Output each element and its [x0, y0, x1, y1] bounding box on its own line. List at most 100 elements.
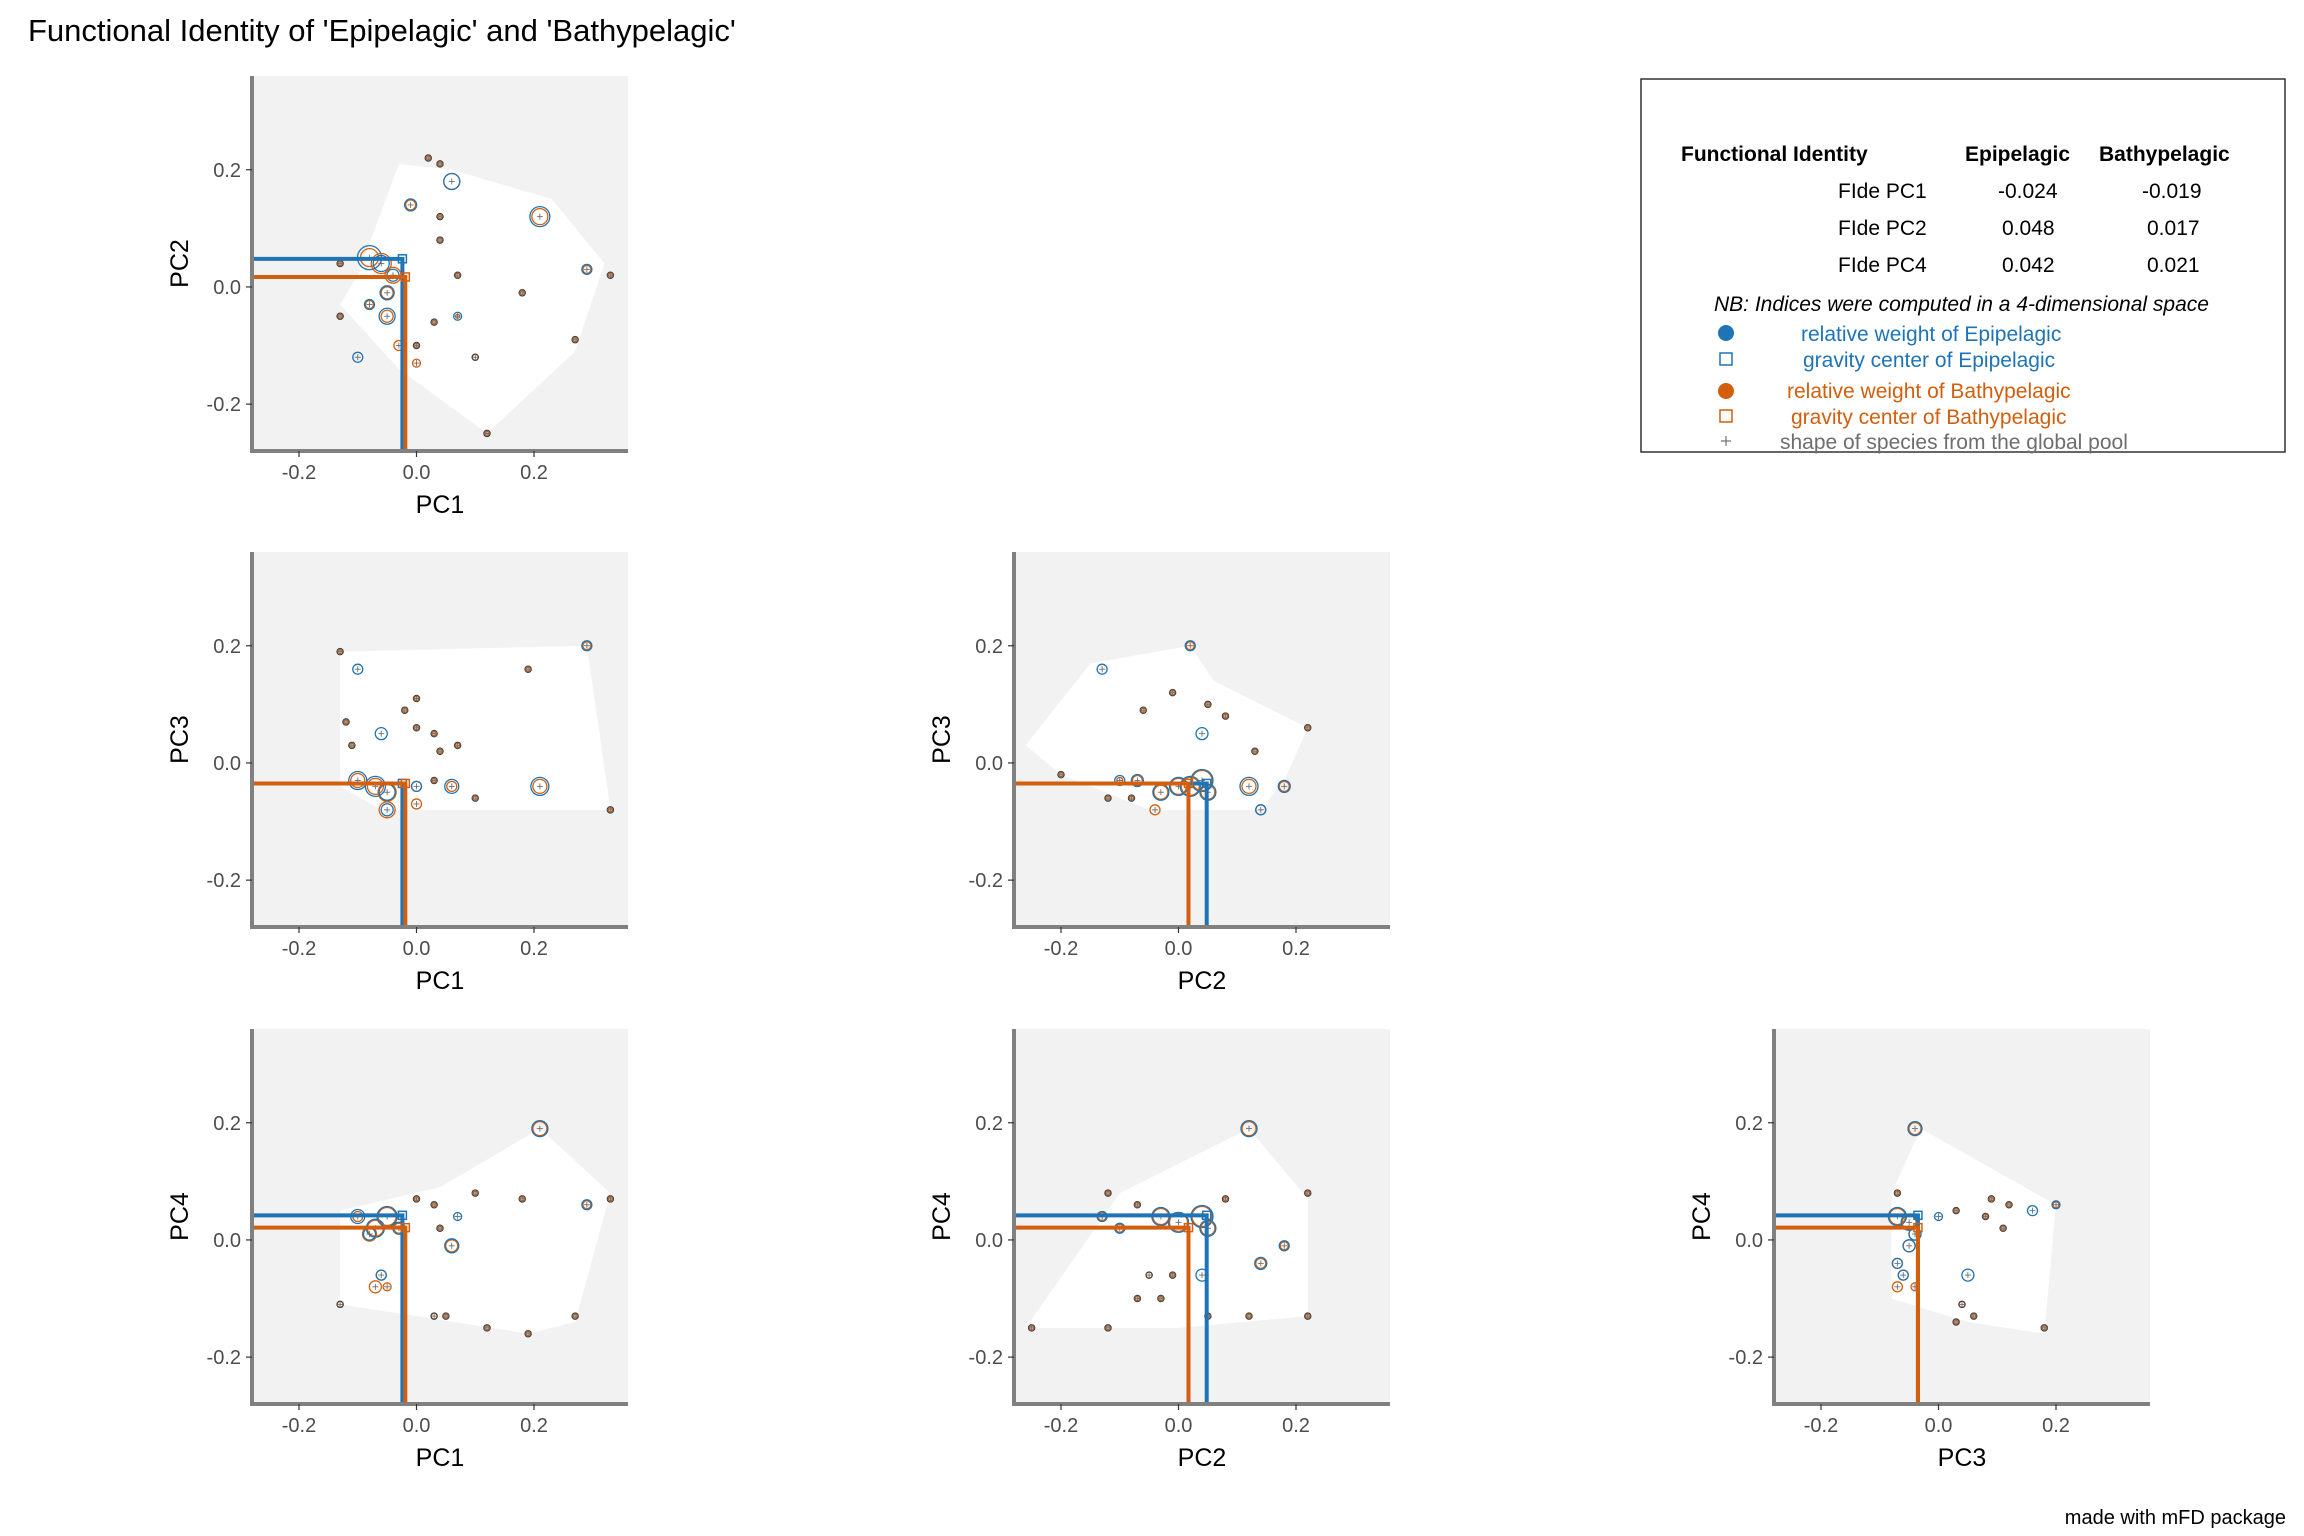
y-tick-label: 0.2 [975, 636, 1003, 658]
pool-outline [412, 724, 421, 732]
bathypelagic-weight [1908, 1121, 1922, 1136]
epipelagic-weight [1902, 1239, 1916, 1253]
species-point [2005, 1201, 2013, 1209]
epipelagic-weight [1907, 1120, 1923, 1137]
species-point [531, 1119, 549, 1138]
species-point [524, 1329, 532, 1338]
species-point [471, 353, 479, 361]
species-point [606, 806, 615, 814]
legend-header-epipelagic: Epipelagic [1965, 143, 2070, 166]
bathypelagic-weight [531, 207, 549, 226]
species-point [2051, 1200, 2061, 1210]
pool-outline [1304, 1189, 1312, 1197]
bathypelagic-weight [370, 252, 392, 275]
species-point [1304, 724, 1312, 732]
x-axis-label: PC2 [1178, 967, 1227, 995]
species-point [378, 307, 396, 325]
species-point [412, 724, 421, 732]
species-point [336, 312, 344, 320]
pool-outline [1104, 794, 1112, 802]
pool-outline [1221, 1195, 1230, 1203]
epipelagic-weight [352, 663, 364, 675]
species-point [424, 154, 432, 162]
figure-title: Functional Identity of 'Epipelagic' and … [28, 13, 736, 48]
species-point [1195, 726, 1209, 741]
species-point [452, 1211, 463, 1222]
species-point [1952, 1206, 1960, 1215]
legend-pool-symbol [1721, 436, 1731, 446]
species-point [1891, 1281, 1904, 1293]
legend-row-bathy-value: 0.017 [2147, 217, 2200, 240]
bathypelagic-weight [1278, 780, 1290, 793]
bathypelagic-weight [364, 299, 375, 310]
pool-outline [471, 794, 479, 802]
epipelagic-gravity-center-lines [252, 256, 405, 451]
species-point [581, 1199, 593, 1211]
epipelagic-weight [364, 775, 387, 798]
epipelagic-weight [1167, 1211, 1190, 1234]
species-point [336, 259, 344, 268]
pool-outline [412, 341, 421, 350]
species-point [430, 318, 438, 326]
bathypelagic-weight [582, 641, 592, 651]
epipelagic-weight [581, 640, 593, 652]
species-point [430, 776, 438, 785]
x-tick-label: 0.0 [403, 462, 431, 484]
bathypelagic-weight [350, 772, 366, 789]
legend-row-bathy-value: -0.019 [2142, 180, 2202, 203]
species-point [1907, 1120, 1923, 1137]
y-axis-label: PC3 [928, 715, 956, 764]
species-point [483, 1324, 491, 1332]
bathypelagic-weight [1185, 641, 1195, 651]
bathypelagic-gravity-center-lines [252, 1225, 408, 1404]
epipelagic-weight [1254, 1256, 1268, 1271]
pool-outline [1168, 1271, 1177, 1279]
epipelagic-weight [443, 172, 461, 191]
species-point [1221, 1195, 1230, 1203]
species-point [1245, 1312, 1253, 1320]
legend-epi-weight-text: relative weight of Epipelagic [1801, 323, 2061, 346]
pool-outline [1027, 1324, 1036, 1332]
x-axis-label: PC2 [1178, 1444, 1227, 1472]
bathypelagic-weight [366, 777, 385, 796]
species-point [1104, 1189, 1112, 1197]
epipelagic-weight [1114, 774, 1126, 787]
x-tick-label: -0.2 [1044, 938, 1078, 960]
x-axis-label: PC3 [1938, 1444, 1987, 1472]
epipelagic-weight [374, 726, 388, 741]
pool-outline [1157, 1294, 1165, 1303]
species-point [430, 1312, 438, 1320]
bathypelagic-gravity-center [1183, 1222, 1194, 1233]
x-tick-label: 0.0 [403, 938, 431, 960]
epipelagic-gravity-center [1913, 1210, 1923, 1221]
species-point [342, 718, 350, 726]
species-point [1127, 794, 1136, 802]
legend-row-label: FIde PC4 [1838, 254, 1927, 277]
y-tick-label: 0.0 [213, 1230, 241, 1252]
legend-bathy-gravity-symbol [1719, 409, 1733, 423]
convex-hull [340, 1128, 611, 1334]
bathypelagic-gravity-center [400, 272, 411, 282]
legend-bathy-gravity-text: gravity center of Bathypelagic [1791, 406, 2066, 429]
bathypelagic-weight [1279, 1241, 1289, 1251]
bathypelagic-gravity-center [1913, 1222, 1923, 1233]
y-tick-label: 0.0 [975, 1230, 1003, 1252]
convex-hull [1025, 645, 1308, 810]
pool-outline [1245, 1312, 1253, 1320]
y-axis-label: PC4 [1688, 1192, 1716, 1241]
species-point [581, 263, 593, 276]
bathypelagic-weight [446, 780, 458, 793]
species-point [1933, 1211, 1944, 1222]
pool-outline [430, 729, 438, 738]
species-point [1970, 1312, 1978, 1320]
epipelagic-weight [2026, 1204, 2039, 1217]
species-point [378, 801, 396, 819]
pool-outline [430, 1312, 438, 1320]
species-point [1893, 1189, 1902, 1197]
pool-outline [1139, 706, 1148, 714]
bathypelagic-weight [1241, 1120, 1257, 1137]
x-tick-label: 0.0 [1165, 938, 1193, 960]
y-tick-label: -0.2 [969, 870, 1003, 892]
legend-epi-gravity-text: gravity center of Epipelagic [1803, 349, 2055, 372]
y-tick-label: 0.0 [213, 277, 241, 299]
